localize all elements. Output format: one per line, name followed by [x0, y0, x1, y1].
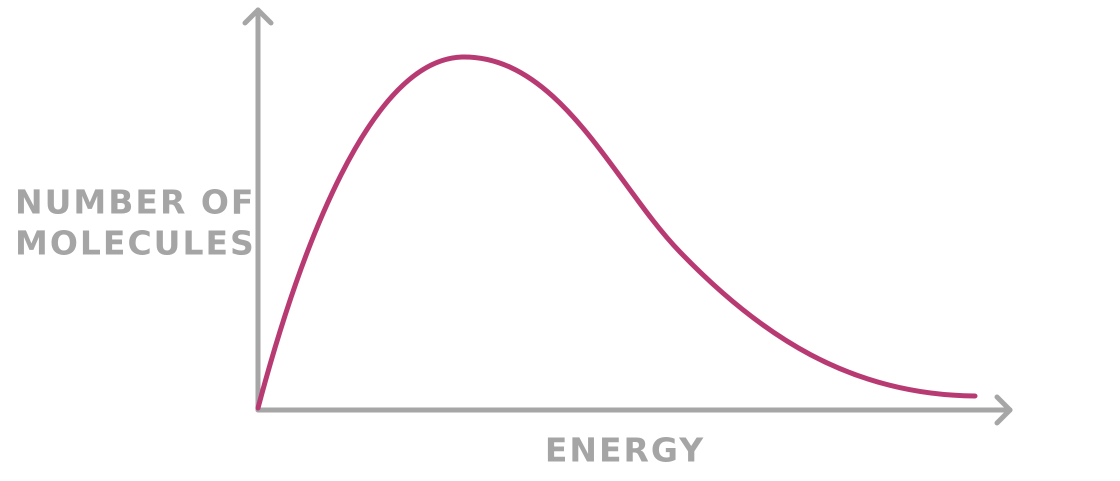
x-axis-label: ENERGY	[545, 431, 705, 470]
axes	[242, 7, 1013, 426]
x-axis-arrow	[994, 394, 1013, 426]
y-axis-label: MOLECULES	[15, 224, 256, 263]
y-axis-arrow	[242, 7, 274, 26]
distribution-curve	[255, 54, 978, 411]
y-axis-label: NUMBER OF	[15, 183, 255, 222]
